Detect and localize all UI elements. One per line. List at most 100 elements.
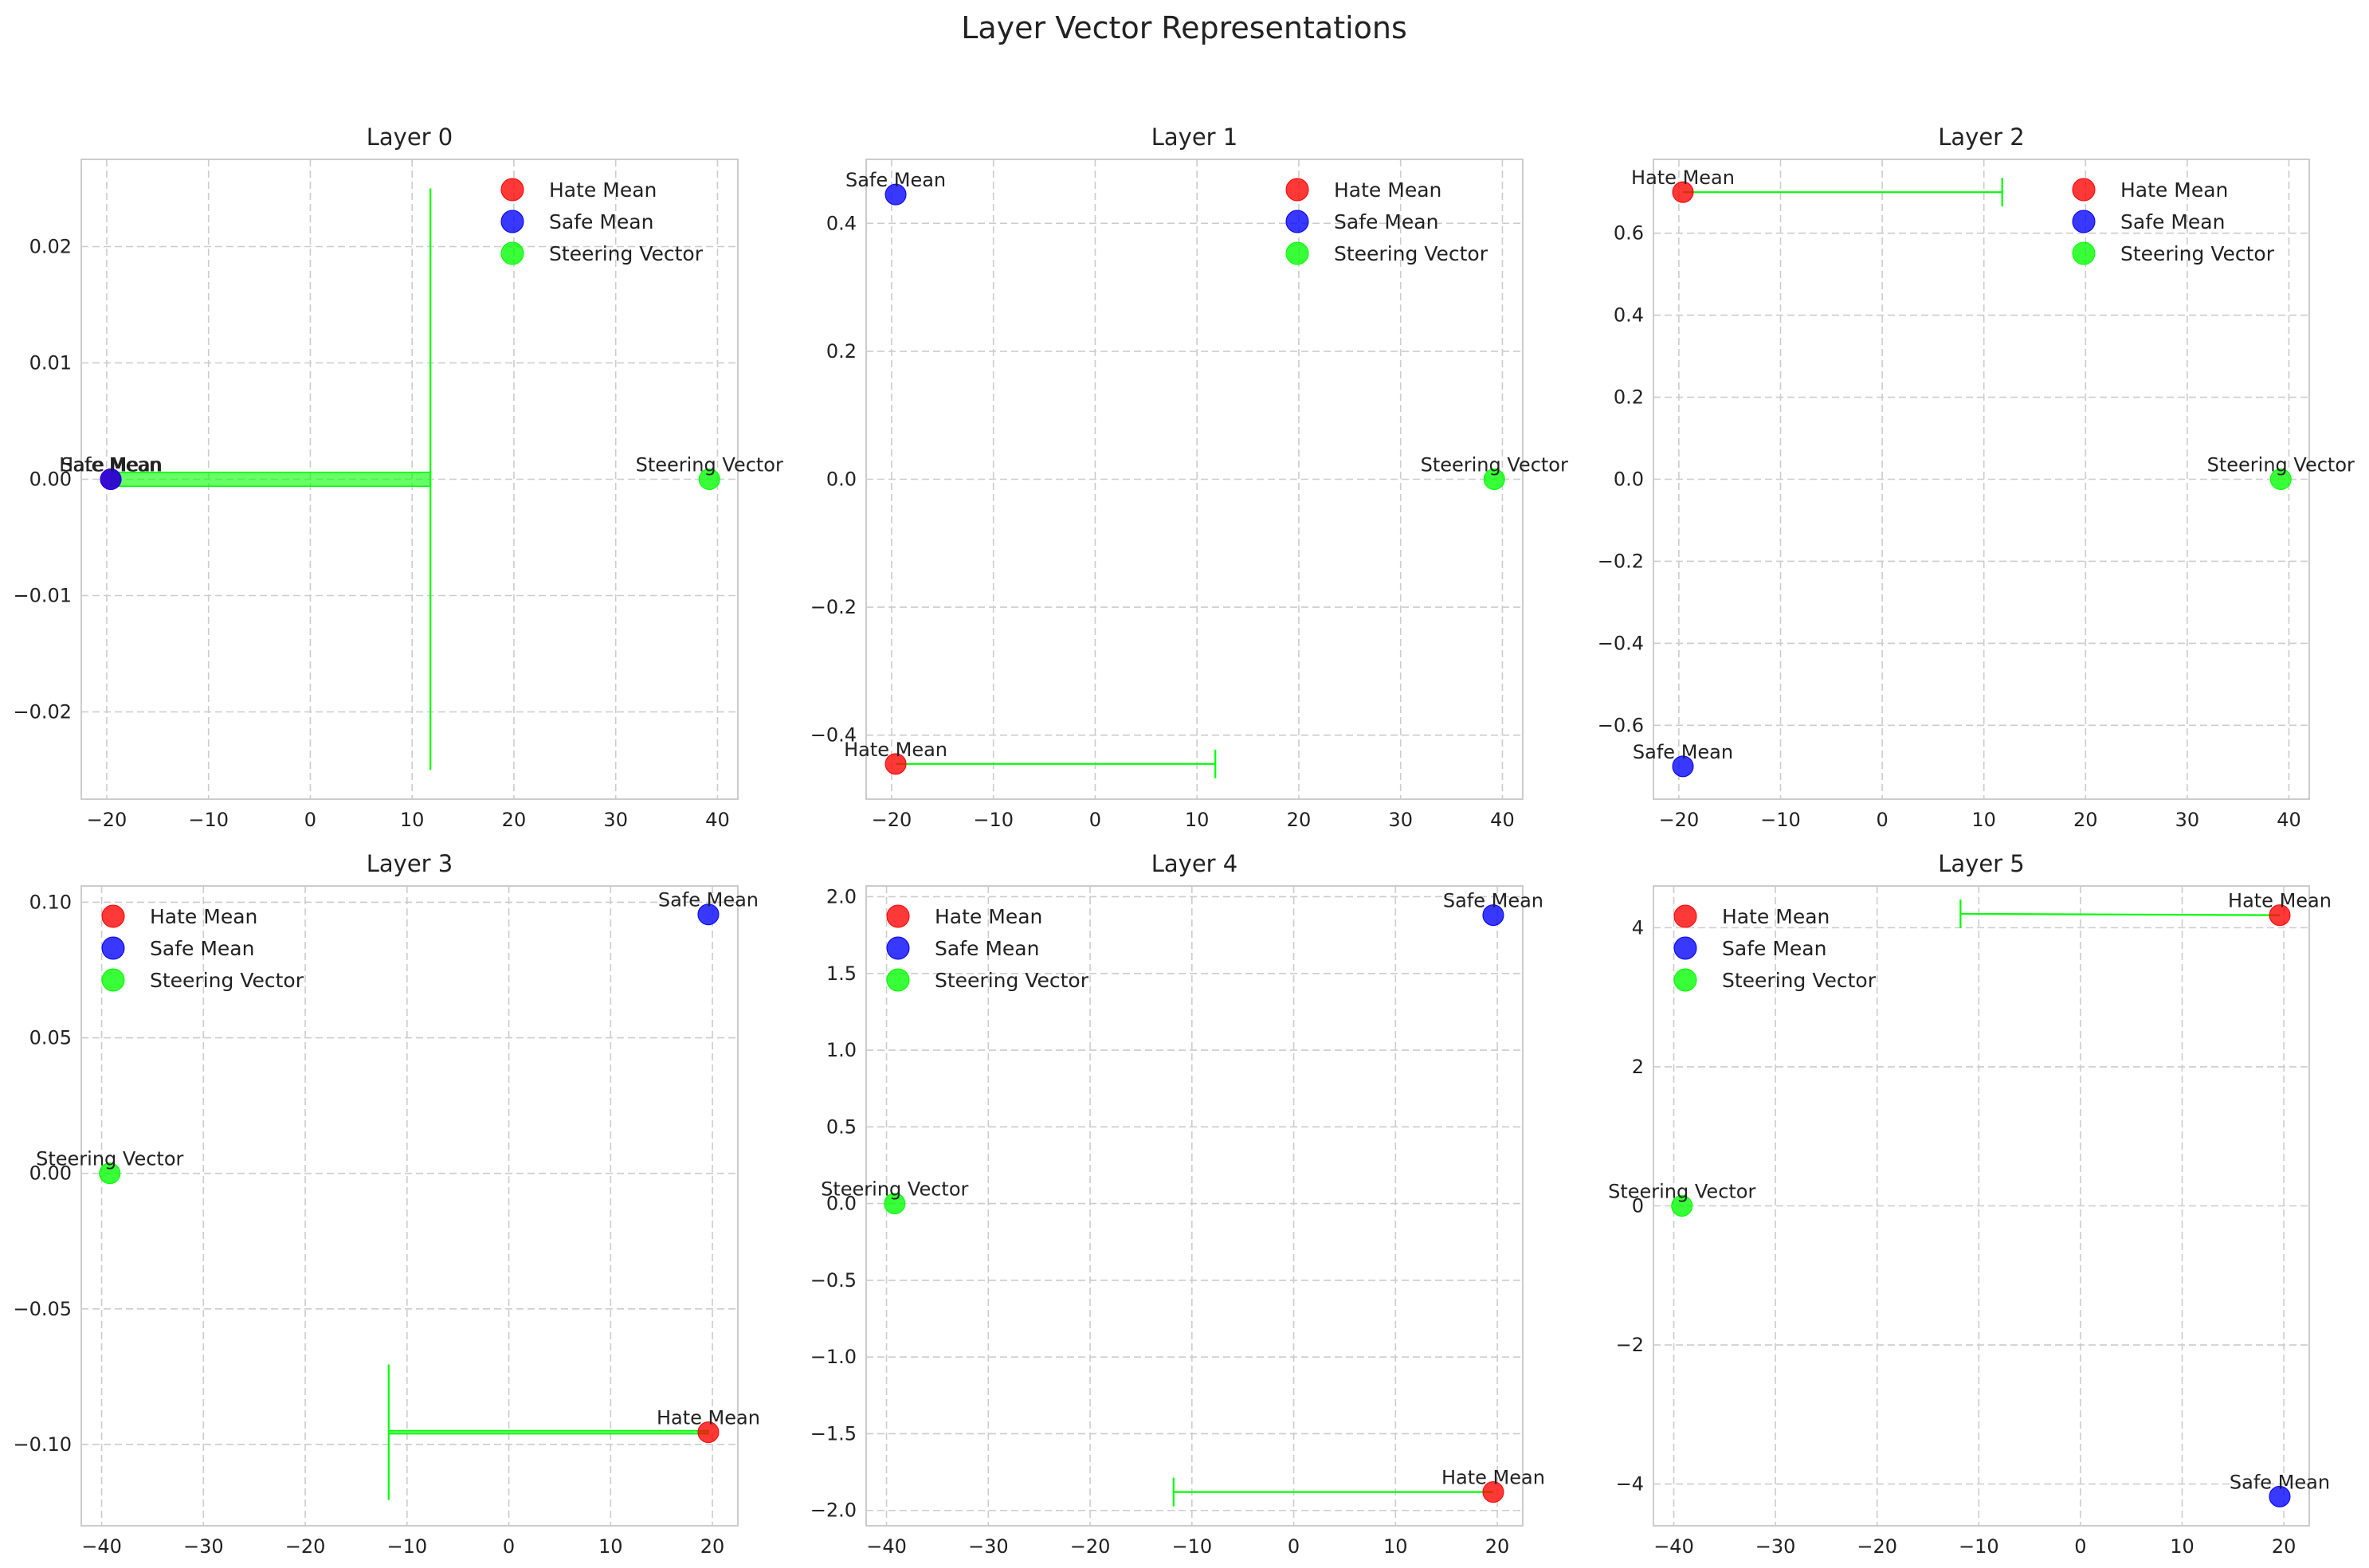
x-tick-label: 30 [2175,809,2200,831]
point-steering-vector [2269,468,2292,490]
point-safe-mean [884,183,907,206]
subplot-layer-0: Layer 0 −20 −10 0 10 20 30 40 −0.02 −0.01 0.00 0.01… [13,123,783,831]
y-tick-label: −0.4 [1598,632,1644,654]
legend: Hate Mean Safe Mean Steering Vector [1285,178,1488,265]
subplot-title: Layer 2 [1938,123,2025,151]
x-tick-label: 40 [705,809,730,831]
x-tick-label: −30 [183,1535,224,1558]
y-tick-label: −0.2 [810,596,857,618]
y-tick-label: 0.00 [29,468,72,491]
y-tick-label: −0.01 [13,585,72,607]
x-tick-label: 10 [400,809,425,831]
point-annotation: Hate Mean [844,739,947,761]
x-tick-label: 20 [1287,809,1312,831]
legend-marker [500,178,524,202]
subplot-layer-2: Layer 2 −20 −10 0 10 20 30 40 −0.6 −0.4 −0.2 0.0 0.2… [1598,123,2355,831]
point-annotation: Hate Mean [1441,1467,1545,1489]
plot-frame [1653,159,2310,800]
legend-marker [1673,968,1697,992]
x-tick-label: 0 [1288,1535,1300,1558]
x-tick-label: −40 [81,1535,122,1558]
legend-marker [886,904,910,928]
x-tick-label: 40 [2277,809,2301,831]
steering-arrow-shaft [1960,912,2281,916]
x-tick-label: 20 [2272,1535,2296,1558]
x-tick-label: 20 [2073,809,2098,831]
legend-label: Hate Mean [935,905,1042,928]
legend-marker [1673,936,1697,960]
x-tick-label: −20 [872,809,912,831]
legend-label: Hate Mean [2120,178,2228,202]
y-tick-label: −0.5 [810,1269,857,1292]
x-tick-label: 0 [1089,809,1101,831]
y-tick-label: −0.10 [13,1433,72,1456]
legend-label: Hate Mean [1722,905,1830,928]
legend-marker [1673,904,1697,928]
y-tick-label: 1.5 [826,962,857,985]
subplot-title: Layer 4 [1151,850,1238,877]
legend-marker [2072,241,2096,265]
legend-label: Steering Vector [1334,242,1488,265]
legend-marker [886,968,910,992]
y-tick-label: 0.4 [826,212,857,234]
plot-frame [865,885,1524,1527]
x-tick-label: −30 [1755,1535,1796,1558]
y-tick-label: 0.01 [29,352,72,374]
x-tick-label: −20 [1857,1535,1897,1558]
x-tick-label: 30 [1388,809,1413,831]
x-tick-label: 20 [1485,1535,1510,1558]
subplot-layer-4: Layer 4 −40 −30 −20 −10 0 10 20 −2.0 −1.5 −1.0 −0.5… [810,850,1545,1558]
y-tick-label: −2 [1616,1334,1644,1356]
point-annotation: Hate Mean [657,1407,760,1429]
legend-marker [101,936,125,960]
legend-label: Safe Mean [549,210,653,233]
y-tick-label: 0.00 [29,1162,72,1185]
x-tick-label: 0 [304,809,316,831]
point-hate-mean [884,753,907,775]
x-tick-label: −10 [386,1535,427,1558]
point-annotation: Safe Mean [1443,890,1543,912]
x-tick-label: 10 [1185,809,1210,831]
legend-label: Hate Mean [150,905,257,928]
legend-marker [2072,178,2096,202]
point-safe-mean [2269,1485,2291,1507]
y-tick-label: −0.2 [1598,550,1644,572]
y-tick-label: 2.0 [826,885,857,907]
x-tick-label: 20 [502,809,527,831]
point-annotation: Safe Mean [658,889,759,911]
point-safe-mean [697,904,720,926]
y-tick-label: −2.0 [810,1499,857,1522]
point-annotation: Steering Vector [636,454,783,476]
subplot-title: Layer 3 [367,850,453,877]
subplot-layer-3: Layer 3 −40 −30 −20 −10 0 10 20 −0.10 −0.05 0.00 0.… [13,850,759,1558]
point-annotation: Steering Vector [1421,454,1568,476]
legend-marker [2072,210,2096,233]
point-annotation: Steering Vector [2207,454,2355,476]
x-tick-label: −40 [866,1535,907,1558]
y-tick-label: −1.0 [810,1346,857,1368]
point-annotation: Safe Mean [2230,1471,2330,1493]
steering-arrow-shaft [388,1429,709,1435]
point-annotation: Safe Mean [845,169,946,191]
y-tick-label: 0.2 [826,340,857,363]
point-steering-vector [1671,1195,1693,1217]
y-tick-label: 0.4 [1614,304,1644,327]
plot-frame [1653,885,2310,1527]
plot-frame [80,159,739,800]
point-hate-mean [1672,181,1694,203]
point-safe-mean [1482,904,1504,927]
x-tick-label: 0 [1876,809,1888,831]
point-annotation: Safe Mean [61,454,161,476]
y-tick-label: 2 [1632,1056,1644,1078]
legend-label: Steering Vector [2120,242,2275,265]
legend-label: Safe Mean [150,937,254,960]
y-tick-label: −0.6 [1598,714,1644,736]
legend-marker [101,968,125,992]
legend-label: Steering Vector [549,242,704,265]
y-tick-label: 0.10 [29,891,72,913]
y-tick-label: 0.6 [1614,222,1644,245]
figure-title: Layer Vector Representations [961,10,1407,45]
point-hate-mean [2269,904,2291,927]
point-annotation: Safe Mean [1633,741,1733,763]
